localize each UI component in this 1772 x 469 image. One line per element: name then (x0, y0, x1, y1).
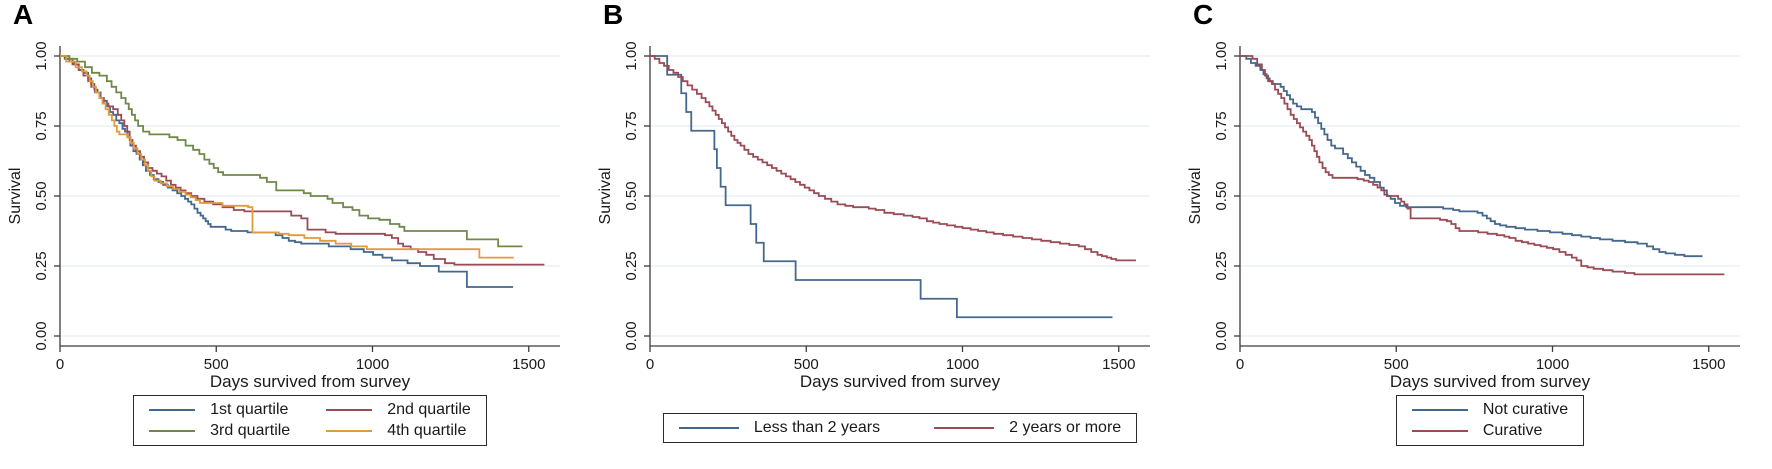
x-tick-label: 0 (1236, 356, 1244, 373)
x-tick-label: 0 (646, 356, 654, 373)
legend-label: 4th quartile (387, 422, 467, 439)
legend-item-3rd-quartile: 3rd quartile (149, 422, 290, 440)
survival-chart-survey-years: 0.00 0.25 0.50 0.75 1.00 Survival 0 500 1000 1500… (597, 41, 1150, 391)
legend-line-swatch (149, 409, 196, 411)
legend-line-swatch (934, 427, 995, 429)
x-axis-title: Days survived from survey (210, 372, 411, 391)
legend-label: 2nd quartile (387, 401, 471, 418)
y-tick-label: 0.50 (1213, 181, 1230, 210)
x-tick-label: 500 (794, 356, 819, 373)
y-tick-label: 0.75 (1213, 111, 1230, 140)
y-tick-label: 1.00 (33, 41, 50, 70)
legend-item-2nd-quartile: 2nd quartile (326, 401, 471, 419)
survival-curve-not-curative (1240, 55, 1703, 258)
x-axis-title: Days survived from survey (1390, 372, 1591, 391)
x-tick-label: 1000 (946, 356, 979, 373)
legend-wrap-b: Less than 2 years 2 years or more (650, 413, 1150, 443)
survival-chart-quartiles: 0.00 0.25 0.50 0.75 1.00 Survival 0 500 1000 1500… (7, 41, 560, 391)
y-tick-label: 0.25 (1213, 251, 1230, 280)
survival-curve-2-years-or-more (650, 55, 1136, 262)
legend-item-4th-quartile: 4th quartile (326, 422, 471, 440)
legend-box-curative: Not curative Curative (1395, 395, 1585, 446)
y-tick-label: 0.25 (623, 251, 640, 280)
legend-line-swatch (326, 409, 373, 411)
legend-wrap-a: 1st quartile 2nd quartile 3rd quartile 4th … (60, 395, 560, 446)
y-tick-label: 0.50 (623, 181, 640, 210)
legend-item-1st-quartile: 1st quartile (149, 401, 290, 419)
x-tick-label: 1500 (512, 356, 545, 373)
x-tick-label: 1500 (1692, 356, 1725, 373)
legend-label: 1st quartile (210, 401, 289, 418)
legend-item-curative: Curative (1411, 422, 1568, 440)
legend-line-swatch (1411, 430, 1468, 432)
x-tick-label: 500 (204, 356, 229, 373)
y-axis-title: Survival (1187, 168, 1204, 225)
survival-curve-curative (1240, 55, 1725, 276)
legend-label: 3rd quartile (210, 422, 291, 439)
legend-item-not-curative: Not curative (1411, 401, 1569, 419)
panel-c: C 0.00 0.25 0.50 0.75 1.00 Survival 0 500 1000 15… (1180, 0, 1770, 469)
legend-line-swatch (326, 430, 373, 432)
x-tick-label: 1000 (356, 356, 389, 373)
x-tick-label: 500 (1384, 356, 1409, 373)
panel-b: B 0.00 0.25 0.50 0.75 1.00 Survival 0 500 1000 15… (590, 0, 1180, 469)
panel-letter-a: A (13, 0, 34, 30)
legend-box-survey-years: Less than 2 years 2 years or more (662, 413, 1138, 443)
y-tick-label: 0.75 (33, 111, 50, 140)
y-tick-label: 0.25 (33, 251, 50, 280)
y-tick-label: 0.00 (1213, 321, 1230, 350)
survival-curve-2nd-quartile (60, 55, 545, 266)
survival-curve-3rd-quartile (60, 55, 523, 248)
y-tick-label: 0.00 (623, 321, 640, 350)
panel-letter-c: C (1193, 0, 1214, 30)
legend-label: Not curative (1482, 401, 1569, 418)
x-axis-title: Days survived from survey (800, 372, 1001, 391)
legend-line-swatch (149, 430, 196, 432)
legend-label: Curative (1482, 422, 1543, 439)
x-tick-label: 1000 (1536, 356, 1569, 373)
panel-a: A 0.00 0.25 0.50 0.75 1.00 Survival 0 500 1000 15… (0, 0, 590, 469)
legend-line-swatch (1411, 409, 1468, 411)
y-tick-label: 1.00 (623, 41, 640, 70)
legend-label: Less than 2 years (753, 419, 881, 436)
legend-item-less-than-2-years: Less than 2 years (678, 419, 881, 437)
y-tick-label: 0.75 (623, 111, 640, 140)
y-tick-label: 1.00 (1213, 41, 1230, 70)
panel-letter-b: B (603, 0, 624, 30)
legend-box-quartiles: 1st quartile 2nd quartile 3rd quartile 4th … (133, 395, 487, 446)
survival-curve-1st-quartile (60, 55, 514, 288)
y-tick-label: 0.50 (33, 181, 50, 210)
x-tick-label: 0 (56, 356, 64, 373)
legend-line-swatch (678, 427, 739, 429)
survival-curve-4th-quartile (60, 55, 514, 259)
legend-item-2-years-or-more: 2 years or more (934, 419, 1121, 437)
survival-chart-curative: 0.00 0.25 0.50 0.75 1.00 Survival 0 500 1000 1500… (1187, 41, 1740, 391)
x-tick-label: 1500 (1102, 356, 1135, 373)
y-axis-title: Survival (7, 168, 24, 225)
y-axis-title: Survival (597, 168, 614, 225)
legend-label: 2 years or more (1009, 419, 1122, 436)
survival-curve-less-than-2-years (650, 55, 1113, 319)
legend-wrap-c: Not curative Curative (1240, 395, 1740, 446)
y-tick-label: 0.00 (33, 321, 50, 350)
